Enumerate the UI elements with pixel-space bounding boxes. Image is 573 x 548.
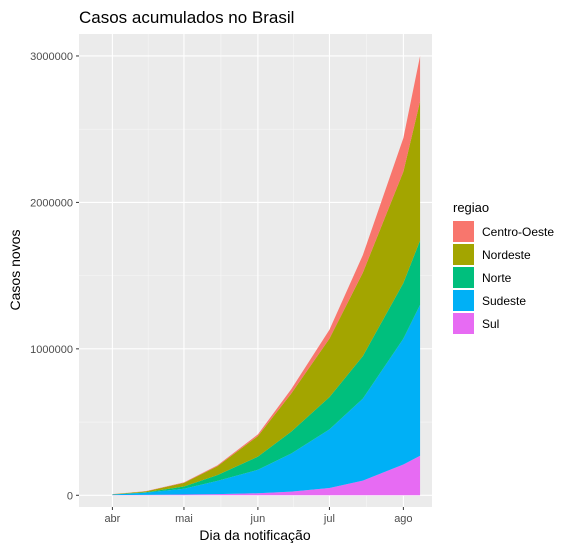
x-tick-label: jul [323, 513, 335, 525]
x-axis: abr mai jun jul ago [104, 507, 413, 525]
y-axis-title: Casos novos [7, 230, 23, 311]
legend-key-norte [453, 267, 474, 288]
y-tick-label: 0 [67, 490, 73, 502]
area-norte [112, 240, 421, 495]
x-axis-title: Dia da notificação [199, 527, 311, 543]
area-centro-oeste [112, 55, 421, 495]
stacked-areas [112, 55, 421, 496]
area-nordeste [112, 101, 421, 495]
y-tick-label: 2000000 [30, 197, 73, 209]
x-tick-label: mai [175, 513, 193, 525]
legend-key-sudeste [453, 290, 474, 311]
chart-title: Casos acumulados no Brasil [79, 8, 294, 27]
legend-label-norte: Norte [482, 271, 512, 285]
legend-title: regiao [453, 200, 489, 215]
legend-key-centro-oeste [453, 221, 474, 242]
legend-label-sul: Sul [482, 317, 499, 331]
area-sul [112, 455, 421, 496]
legend-key-sul [453, 313, 474, 334]
area-sudeste [112, 304, 421, 496]
x-tick-label: abr [104, 513, 120, 525]
legend-label-nordeste: Nordeste [482, 248, 531, 262]
y-tick-label: 1000000 [30, 344, 73, 356]
x-tick-label: ago [394, 513, 412, 525]
legend-label-centro-oeste: Centro-Oeste [482, 225, 554, 239]
y-axis: 0 1000000 2000000 3000000 [30, 51, 79, 502]
legend-key-nordeste [453, 244, 474, 265]
legend: regiao Centro-Oeste Nordeste Norte Sudeste S… [453, 200, 554, 334]
x-tick-label: jun [250, 513, 266, 525]
y-tick-label: 3000000 [30, 51, 73, 63]
legend-label-sudeste: Sudeste [482, 294, 526, 308]
